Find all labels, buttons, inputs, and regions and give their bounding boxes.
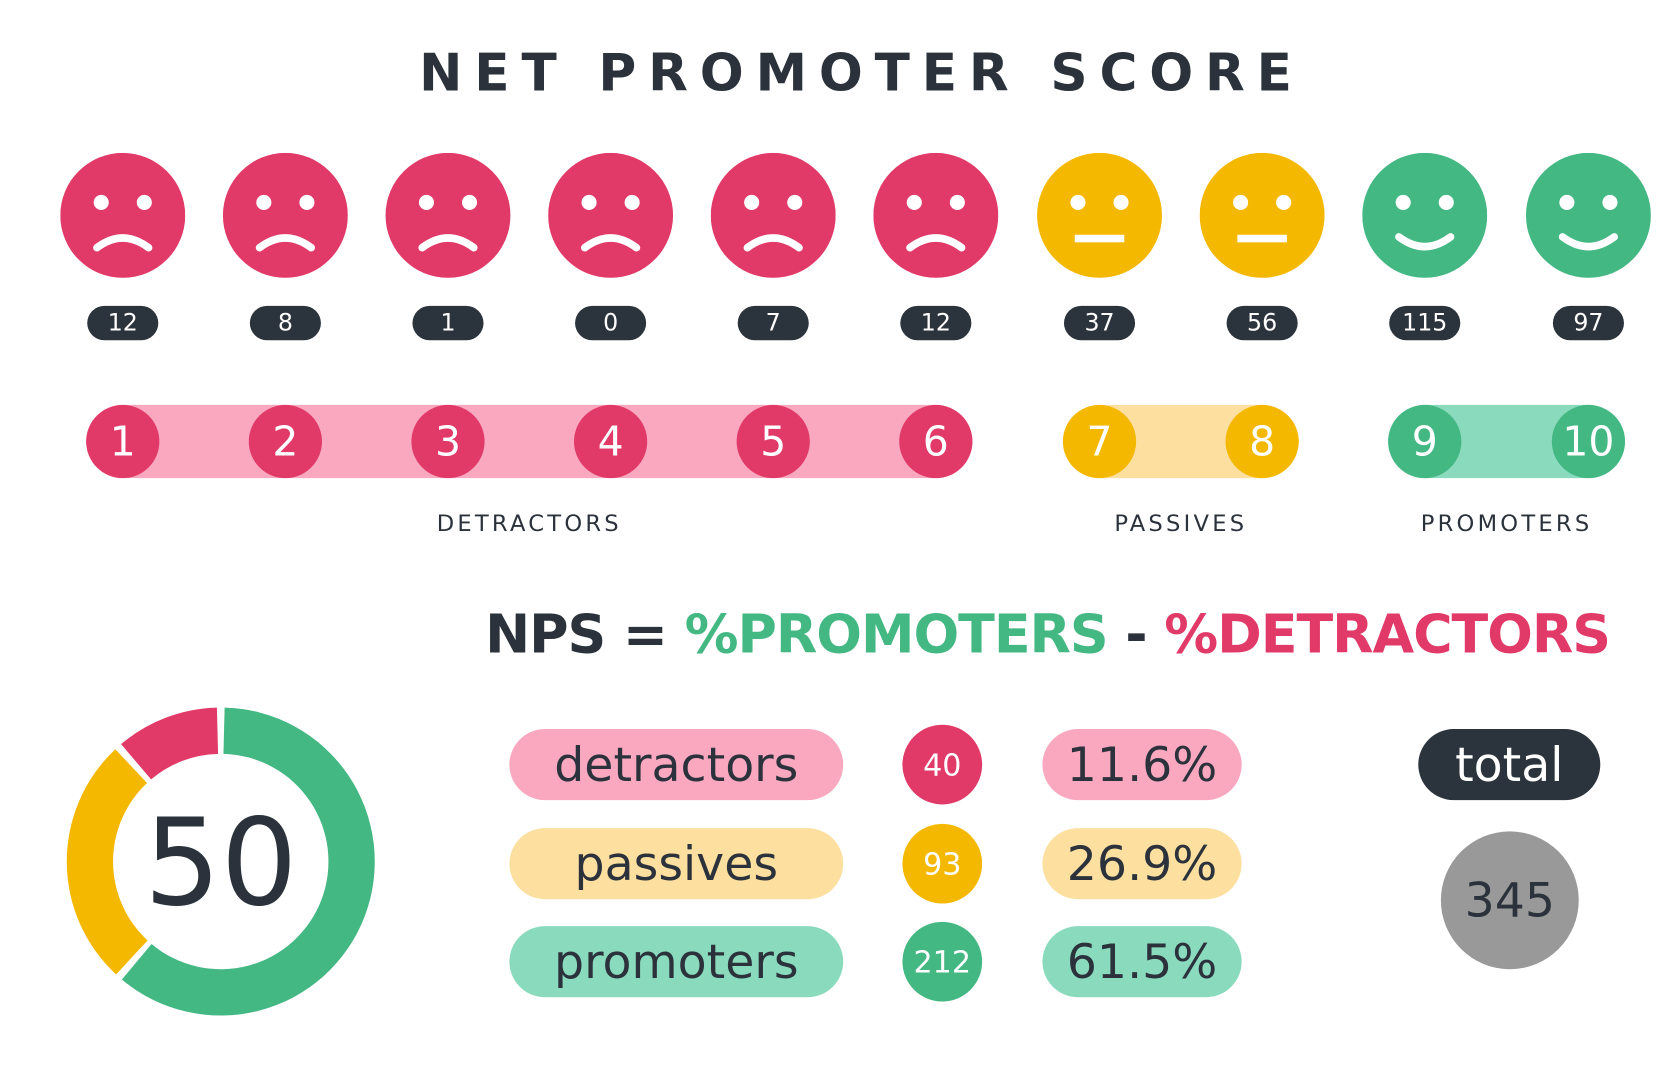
score-7: 7	[1062, 404, 1137, 479]
donut-segment-promoters	[121, 707, 375, 1016]
formula-promoters: %PROMOTERS	[684, 603, 1109, 666]
passives-label-pill: passives	[509, 828, 844, 900]
formula-detractors: %DETRACTORS	[1164, 603, 1611, 666]
passives-count: 93	[902, 823, 983, 904]
score-1: 1	[86, 404, 160, 479]
promoters-label: PROMOTERS	[1420, 510, 1593, 537]
score-4: 4	[573, 404, 648, 479]
sad-face-icon	[385, 152, 511, 278]
formula-minus: -	[1107, 603, 1165, 666]
promoters-count: 212	[902, 921, 983, 1002]
sad-face-icon	[60, 152, 186, 278]
detractors-label-pill: detractors	[509, 729, 844, 801]
donut-segment-passives	[66, 749, 148, 975]
passives-label: PASSIVES	[1114, 510, 1248, 537]
formula-equals: =	[605, 603, 685, 666]
nps-score: 50	[144, 794, 297, 934]
response-count: 12	[87, 305, 159, 341]
response-count: 0	[575, 305, 647, 341]
sad-face-icon	[710, 152, 836, 278]
passives-percent: 26.9%	[1042, 828, 1242, 900]
score-5: 5	[736, 404, 810, 479]
score-2: 2	[248, 404, 322, 479]
score-10: 10	[1551, 404, 1626, 479]
nps-formula: NPS = %PROMOTERS - %DETRACTORS	[485, 603, 1611, 666]
total-label: total	[1418, 729, 1601, 801]
nps-donut: 50	[66, 707, 375, 1016]
response-count: 115	[1389, 305, 1461, 341]
sad-face-icon	[873, 152, 999, 278]
score-6: 6	[899, 404, 973, 479]
response-count: 7	[737, 305, 809, 341]
detractors-percent: 11.6%	[1042, 729, 1242, 801]
promoters-percent: 61.5%	[1042, 926, 1242, 998]
detractors-count: 40	[902, 724, 983, 805]
response-count: 97	[1552, 305, 1624, 341]
sad-face-icon	[222, 152, 348, 278]
donut-segment-detractors	[121, 707, 219, 780]
happy-face-icon	[1525, 152, 1651, 278]
response-count: 1	[412, 305, 484, 341]
response-count: 12	[900, 305, 972, 341]
response-count: 8	[249, 305, 321, 341]
promoters-label-pill: promoters	[509, 926, 844, 998]
sad-face-icon	[548, 152, 674, 278]
total-value: 345	[1440, 831, 1579, 970]
response-count: 37	[1063, 305, 1136, 341]
detractors-range-bar	[86, 404, 973, 479]
neutral-face-icon	[1199, 152, 1325, 278]
response-count: 56	[1226, 305, 1298, 341]
happy-face-icon	[1362, 152, 1488, 278]
formula-nps: NPS	[485, 603, 606, 666]
chart-title: NET PROMOTER SCORE	[419, 43, 1304, 104]
neutral-face-icon	[1037, 152, 1162, 278]
score-3: 3	[411, 404, 485, 479]
score-9: 9	[1388, 404, 1462, 479]
score-8: 8	[1225, 404, 1299, 479]
detractors-label: DETRACTORS	[436, 510, 622, 537]
